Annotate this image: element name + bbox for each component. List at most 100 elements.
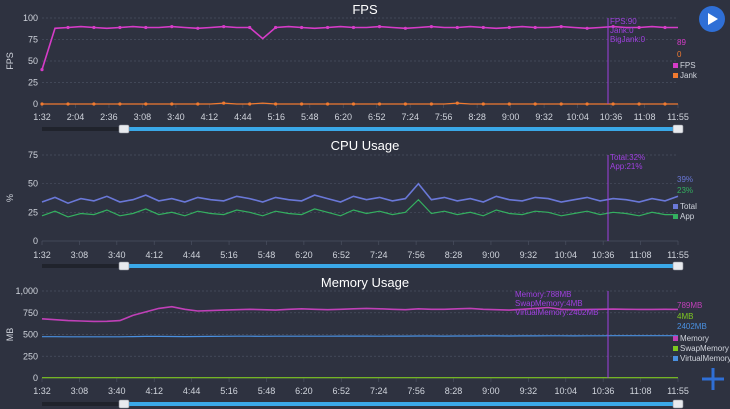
fps-data-point: [663, 25, 667, 30]
fps-data-point: [403, 26, 407, 30]
fps-data-point: [300, 102, 304, 106]
fps-data-point: [40, 68, 44, 72]
mem-x-tick-label: 3:40: [108, 386, 126, 396]
cpu-x-tick-label: 5:16: [220, 250, 238, 260]
mem-chart-title: Memory Usage: [321, 275, 409, 290]
cpu-x-tick-label: 5:48: [258, 250, 276, 260]
mem-x-tick-label: 7:56: [407, 386, 425, 396]
mem-legend-swatch: [673, 336, 678, 341]
fps-data-point: [663, 102, 667, 106]
cpu-x-tick-label: 8:28: [445, 250, 463, 260]
cpu-current-value: 39%: [677, 175, 693, 184]
fps-x-tick-label: 6:20: [334, 112, 352, 122]
fps-x-tick-label: 5:48: [301, 112, 319, 122]
cpu-series-line-app: [41, 198, 678, 218]
fps-x-tick-label: 3:08: [134, 112, 152, 122]
fps-x-tick-label: 4:12: [201, 112, 219, 122]
cpu-x-tick-label: 6:52: [333, 250, 351, 260]
fps-x-tick-label: 10:04: [566, 112, 589, 122]
fps-slider-handle-right[interactable]: [672, 124, 684, 134]
cpu-x-tick-label: 6:20: [295, 250, 313, 260]
mem-x-tick-label: 11:08: [630, 386, 652, 396]
fps-y-tick-label: 100: [23, 13, 38, 23]
cpu-x-tick-label: 9:32: [520, 250, 538, 260]
add-chart-button[interactable]: [700, 366, 726, 392]
cpu-x-tick-label: 11:08: [630, 250, 652, 260]
fps-data-point: [326, 25, 330, 30]
mem-x-tick-label: 4:12: [145, 386, 163, 396]
cpu-legend-label[interactable]: App: [680, 212, 695, 221]
mem-x-tick-label: 5:48: [258, 386, 276, 396]
fps-data-point: [92, 25, 96, 30]
fps-data-point: [118, 102, 122, 106]
fps-data-point: [274, 102, 278, 106]
mem-slider-handle-left[interactable]: [118, 399, 130, 409]
fps-data-point: [222, 101, 226, 105]
cpu-series-line-total: [41, 182, 679, 205]
play-button[interactable]: [699, 6, 725, 32]
fps-x-tick-label: 10:36: [600, 112, 623, 122]
fps-data-point: [585, 102, 589, 106]
cpu-legend-label[interactable]: Total: [680, 202, 697, 211]
fps-data-point: [351, 102, 356, 106]
fps-legend-label[interactable]: FPS: [680, 61, 696, 70]
fps-y-tick-label: 75: [28, 35, 38, 45]
fps-data-point: [222, 25, 226, 29]
fps-x-tick-label: 6:52: [368, 112, 386, 122]
fps-legend-swatch: [673, 63, 678, 68]
mem-x-tick-label: 6:52: [333, 386, 351, 396]
mem-slider-handle-right[interactable]: [672, 399, 684, 409]
fps-y-tick-label: 50: [28, 56, 38, 66]
mem-x-tick-label: 1:32: [33, 386, 51, 396]
mem-legend-label[interactable]: VirtualMemory: [680, 354, 730, 363]
fps-legend-swatch: [673, 73, 678, 78]
cpu-x-tick-label: 7:24: [370, 250, 388, 260]
cpu-cursor-readout: Total:32%: [610, 153, 645, 162]
fps-data-point: [507, 25, 511, 30]
mem-x-tick-label: 8:28: [445, 386, 463, 396]
fps-x-tick-label: 8:28: [468, 112, 486, 122]
mem-legend-swatch: [673, 346, 678, 351]
fps-data-point: [481, 25, 485, 30]
fps-data-point: [455, 25, 459, 30]
mem-x-tick-label: 9:32: [520, 386, 538, 396]
mem-current-value: 2402MB: [677, 322, 707, 331]
mem-x-tick-label: 10:36: [592, 386, 615, 396]
fps-data-point: [196, 26, 200, 30]
mem-legend-label[interactable]: Memory: [680, 334, 709, 343]
cpu-current-value: 23%: [677, 186, 693, 195]
fps-data-point: [585, 26, 589, 30]
fps-data-point: [559, 25, 563, 29]
mem-legend-label[interactable]: SwapMemory: [680, 344, 729, 353]
cpu-y-tick-label: 50: [28, 179, 38, 189]
mem-x-tick-label: 11:55: [667, 386, 689, 396]
fps-data-point: [481, 102, 485, 106]
fps-data-point: [118, 25, 122, 30]
cpu-x-tick-label: 1:32: [33, 250, 51, 260]
fps-data-point: [40, 102, 44, 106]
fps-data-point: [559, 102, 563, 106]
mem-x-tick-label: 5:16: [220, 386, 238, 396]
fps-legend-label[interactable]: Jank: [680, 71, 698, 80]
fps-slider-range[interactable]: [124, 127, 678, 131]
cpu-slider-range[interactable]: [124, 264, 678, 268]
mem-slider-range[interactable]: [124, 402, 678, 406]
cpu-slider-handle-left[interactable]: [118, 261, 130, 271]
fps-data-point: [637, 102, 641, 106]
fps-data-point: [300, 25, 304, 30]
fps-current-value: 89: [677, 38, 686, 47]
fps-data-point: [170, 102, 174, 106]
fps-x-tick-label: 7:56: [435, 112, 453, 122]
mem-x-tick-label: 10:04: [554, 386, 577, 396]
cpu-y-axis-label: %: [5, 194, 15, 202]
cpu-slider-handle-right[interactable]: [672, 261, 684, 271]
cpu-chart-title: CPU Usage: [331, 138, 400, 153]
mem-current-value: 4MB: [677, 312, 693, 321]
mem-current-value: 789MB: [677, 301, 702, 310]
cpu-x-tick-label: 4:44: [183, 250, 201, 260]
fps-data-point: [533, 25, 537, 30]
cpu-y-tick-label: 25: [28, 207, 38, 217]
fps-data-point: [196, 102, 200, 106]
fps-slider-handle-left[interactable]: [118, 124, 130, 134]
